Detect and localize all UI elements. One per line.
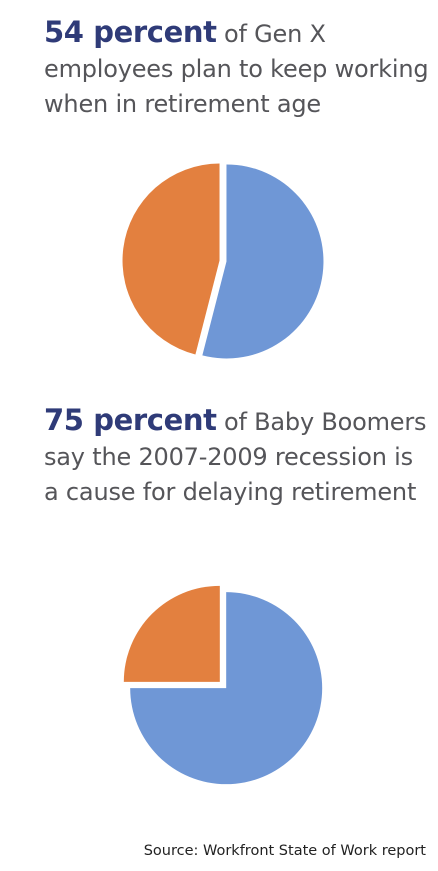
pie-slice-0 <box>130 592 323 785</box>
source-note: Source: Workfront State of Work report <box>143 843 426 859</box>
stat-caption: of Baby Boomers say the 2007-2009 recess… <box>44 408 427 506</box>
pie-slice-1 <box>123 585 220 682</box>
stat-caption: of Gen X employees plan to keep working … <box>44 20 429 118</box>
pie-slice-0 <box>202 164 324 359</box>
stat-highlight: 75 percent <box>44 403 217 437</box>
pie-chart-baby-boomers <box>123 585 323 785</box>
stat-highlight: 54 percent <box>44 15 217 49</box>
pie-chart-gen-x <box>122 163 324 359</box>
pie-slice-1 <box>122 163 220 355</box>
stat-gen-x: 54 percent of Gen X employees plan to ke… <box>44 15 429 122</box>
stat-baby-boomers: 75 percent of Baby Boomers say the 2007-… <box>44 403 429 510</box>
